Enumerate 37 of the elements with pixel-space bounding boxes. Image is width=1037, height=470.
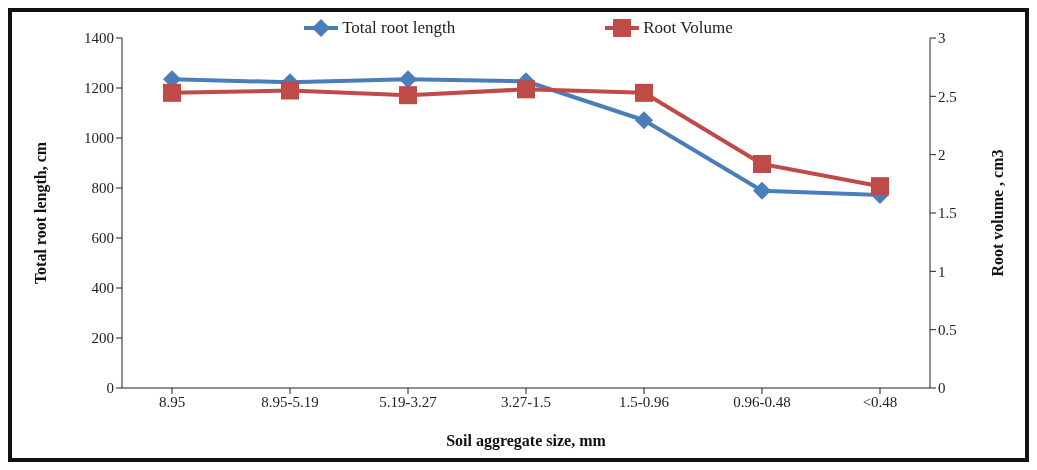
y-tick-label: 600 [91,230,114,247]
point [635,83,653,102]
point [163,83,181,102]
x-tick-label: 1.5-0.96 [619,393,670,410]
y2-tick-label: 1.5 [938,205,957,222]
y2-tick-label: 1 [938,263,946,280]
y2-tick-label: 0 [938,380,946,397]
point [871,177,889,196]
y-tick-label: 1200 [84,80,114,97]
y-axis-title: Total root length, cm [31,141,50,285]
point [281,81,299,100]
point [753,155,771,173]
x-tick-label: 5.19-3.27 [379,393,438,410]
x-tick-label: 0.96-0.48 [733,393,791,410]
legend-label: Total root length [341,18,456,38]
point [399,70,417,89]
y-tick-label: 200 [91,330,114,347]
y-tick-label: 1400 [84,30,114,47]
x-tick-label: 8.95-5.19 [261,393,319,410]
point [753,181,771,200]
x-tick-label: 8.95 [158,393,186,410]
point [399,86,417,105]
y-tick-label: 400 [91,280,114,297]
y-tick-label: 1000 [84,130,114,147]
legend-label: Root Volume [642,18,733,38]
x-axis-title: Soil aggregate size, mm [446,432,607,450]
y2-axis-title: Root volume , cm3 [988,149,1006,277]
y2-tick-label: 2 [938,146,946,163]
x-tick-label: 3.27-1.5 [501,393,551,410]
x-tick-label: <0.48 [862,393,898,410]
y2-tick-label: 3 [938,30,946,47]
y-tick-label: 800 [91,180,114,197]
point [635,111,653,130]
y2-tick-label: 0.5 [938,321,957,338]
point [517,80,535,99]
y-tick-label: 0 [106,380,114,397]
y2-tick-label: 2.5 [938,88,957,105]
